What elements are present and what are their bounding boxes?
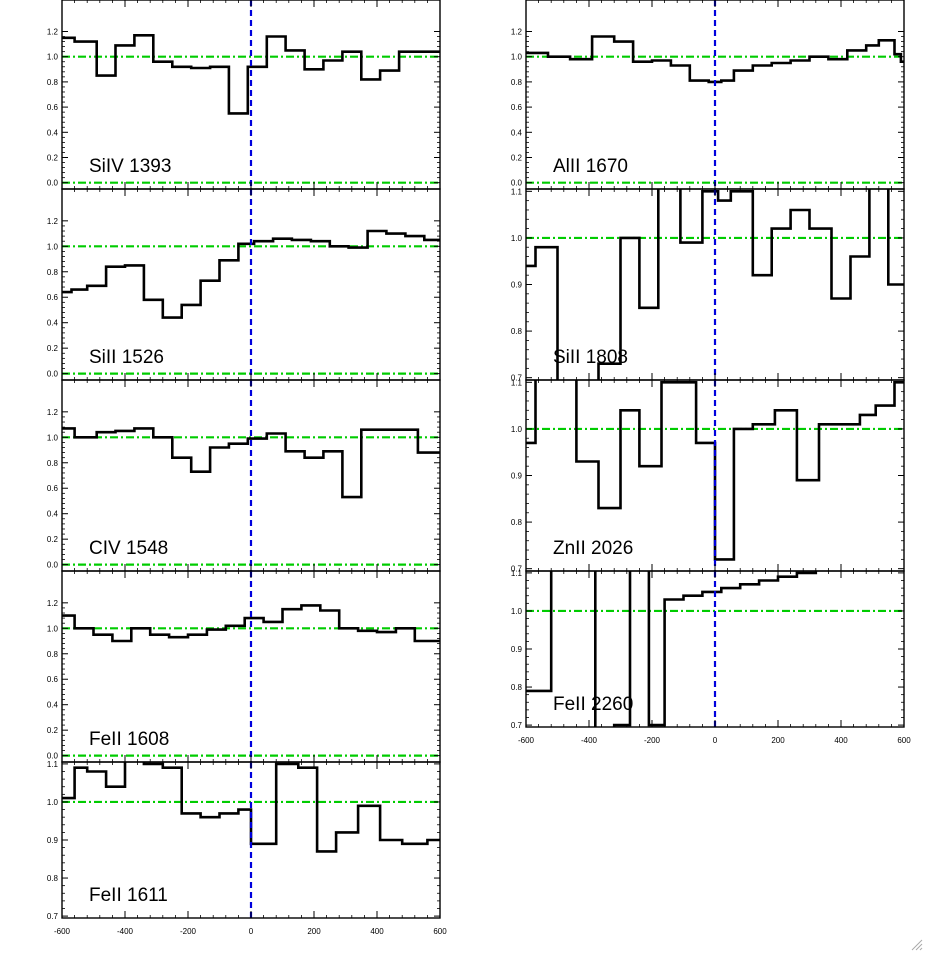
y-tick-label: 0.0 [47,561,59,570]
spectrum-trace [62,34,440,115]
y-tick-label: 0.8 [511,78,523,87]
y-tick-label: 0.7 [47,912,59,921]
spectrum-trace [526,380,904,561]
y-tick-label: 1.0 [47,624,59,633]
x-tick-label: 400 [370,927,384,936]
x-tick-label: -600 [518,736,535,745]
spectrum-trace [62,229,440,319]
spectrum-trace [62,427,440,499]
y-tick-label: 0.8 [511,683,523,692]
y-tick-label: 0.9 [511,281,523,290]
y-tick-label: 1.1 [511,378,523,387]
y-tick-label: 0.4 [47,701,59,710]
y-tick-label: 0.6 [47,675,59,684]
spectrum-trace [526,189,904,380]
spectrum-trace [62,762,440,853]
panel-feii-1608: 0.0 0.2 0.4 0.6 0.8 1.0 1.2 FeII 1608 [47,570,441,763]
panel-label: FeII 1608 [89,729,169,750]
y-tick-label: 0.9 [47,836,59,845]
panel-label: SiII 1526 [89,347,164,368]
y-tick-label: 1.0 [511,607,523,616]
x-tick-label: 600 [433,927,447,936]
x-tick-label: -400 [117,927,134,936]
panel-label: CIV 1548 [89,538,168,559]
spectrum-trace [526,571,818,727]
y-tick-label: 1.0 [511,234,523,243]
spectrum-trace [62,604,440,643]
y-tick-label: 0.6 [47,293,59,302]
y-tick-label: 0.7 [511,374,523,383]
y-tick-label: 0.2 [47,344,59,353]
x-tick-label: -200 [180,927,197,936]
x-tick-label: -600 [54,927,71,936]
y-tick-label: 0.8 [47,268,59,277]
panel-sii-1526: 0.0 0.2 0.4 0.6 0.8 1.0 1.2 SiII 1526 [47,188,441,381]
panel-civ-1548: 0.0 0.2 0.4 0.6 0.8 1.0 1.2 CIV 1548 [47,379,441,572]
y-tick-label: 0.8 [511,327,523,336]
x-tick-label: 0 [249,927,254,936]
y-tick-label: 1.0 [47,53,59,62]
y-tick-label: 0.0 [47,179,59,188]
panel-label: FeII 1611 [89,885,168,906]
x-tick-label: -200 [644,736,661,745]
y-tick-label: 0.7 [511,721,523,730]
y-tick-label: 0.6 [511,103,523,112]
panel-alii-1670: 0.0 0.2 0.4 0.6 0.8 1.0 1.2 AlII 1670 [511,0,905,190]
y-tick-label: 1.1 [511,569,523,578]
y-tick-label: 0.2 [47,154,59,163]
x-tick-label: 0 [713,736,718,745]
y-tick-label: 0.4 [511,128,523,137]
y-tick-label: 1.0 [47,242,59,251]
panel-label: SiII 1808 [553,347,628,368]
y-tick-label: 0.4 [47,510,59,519]
y-tick-label: 0.6 [47,103,59,112]
x-tick-label: 200 [307,927,321,936]
panel-label: ZnII 2026 [553,538,633,559]
y-tick-label: 0.0 [511,179,523,188]
y-tick-label: 0.4 [47,319,59,328]
y-tick-label: 0.8 [47,78,59,87]
y-tick-label: 0.0 [47,752,59,761]
x-tick-label: 600 [897,736,911,745]
spectrum-trace [526,35,904,84]
y-tick-label: 0.6 [47,484,59,493]
y-tick-label: 1.1 [47,760,59,769]
y-tick-label: 1.1 [511,187,523,196]
panel-sii-1808: 0.7 0.8 0.9 1.0 1.1 SiII 1808 [511,187,905,383]
y-tick-label: 0.8 [47,874,59,883]
panel-label: SiIV 1393 [89,156,171,177]
y-tick-label: 0.2 [47,535,59,544]
panel-znii-2026: 0.7 0.8 0.9 1.0 1.1 ZnII 2026 [511,378,905,574]
panel-feii-2260: 0.7 0.8 0.9 1.0 1.1 -600 -400 -200 0 200 400 600 FeI… [511,569,911,745]
resize-grip-icon[interactable] [911,939,923,951]
y-tick-label: 1.2 [47,408,59,417]
y-tick-label: 1.0 [47,798,59,807]
panel-feii-1611: 0.7 0.8 0.9 1.0 1.1 -600 -400 -200 0 200 400 600 FeI… [47,760,447,936]
y-tick-label: 1.2 [47,599,59,608]
y-tick-label: 0.0 [47,370,59,379]
panel-label: AlII 1670 [553,156,628,177]
x-tick-label: -400 [581,736,598,745]
y-tick-label: 0.2 [47,726,59,735]
y-tick-label: 1.2 [47,217,59,226]
x-tick-label: 400 [834,736,848,745]
y-tick-label: 0.8 [511,518,523,527]
y-tick-label: 0.8 [47,650,59,659]
x-tick-label: 200 [771,736,785,745]
y-tick-label: 1.2 [511,28,523,37]
y-tick-label: 1.0 [47,433,59,442]
y-tick-label: 1.0 [511,53,523,62]
y-tick-label: 0.2 [511,154,523,163]
y-tick-label: 1.0 [511,425,523,434]
y-tick-label: 0.7 [511,565,523,574]
panel-siiv-1393: 0.0 0.2 0.4 0.6 0.8 1.0 1.2 SiIV 1393 [47,0,441,190]
y-tick-label: 0.4 [47,128,59,137]
y-tick-label: 1.2 [47,28,59,37]
y-tick-label: 0.8 [47,459,59,468]
y-tick-label: 0.9 [511,472,523,481]
panel-label: FeII 2260 [553,694,633,715]
y-tick-label: 0.9 [511,645,523,654]
